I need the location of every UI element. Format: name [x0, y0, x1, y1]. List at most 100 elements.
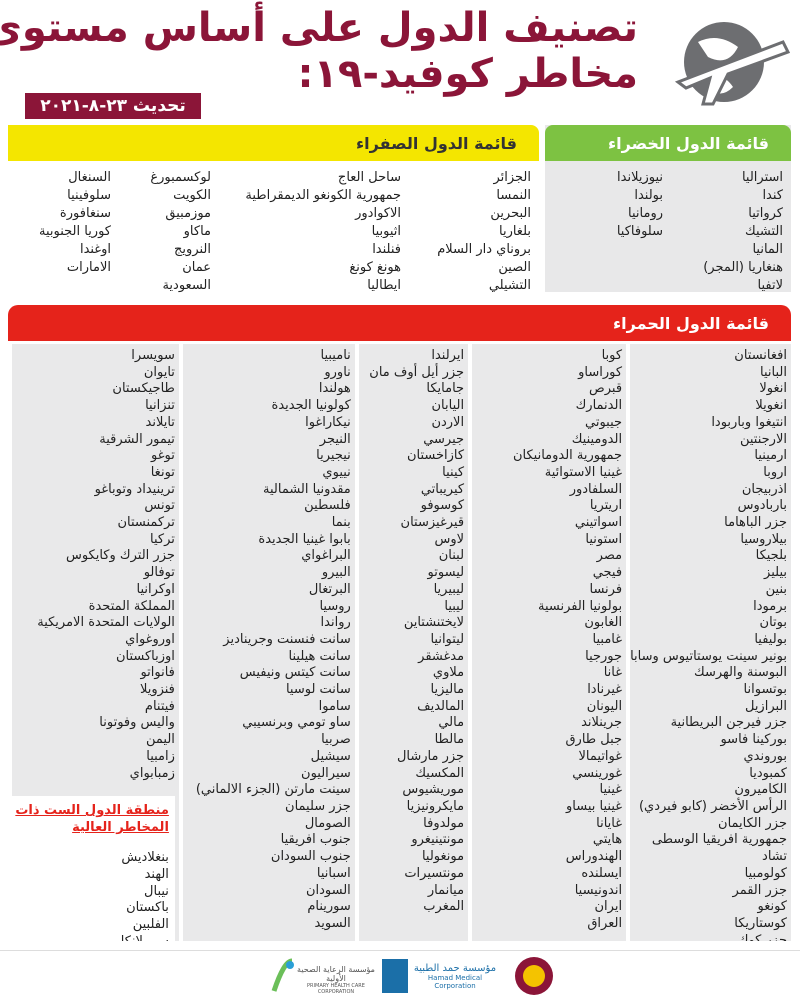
country: التشيك	[745, 224, 783, 239]
country: لبنان	[438, 548, 465, 564]
country: نيجيريا	[316, 448, 351, 464]
country: غينيا الاستوائية	[544, 464, 623, 480]
country: فيجي	[592, 565, 623, 581]
country: جيبوتي	[585, 414, 623, 430]
country: تونس	[144, 498, 175, 514]
country: ليتوانيا	[430, 631, 465, 647]
yellow-column: الجزائر النمسا البحرين بلغاريا بروناي دار ال…	[401, 169, 531, 295]
country: باكستان	[126, 900, 169, 916]
country: غينيا	[599, 782, 623, 798]
country: بونير سينت يوستاتيوس وسابا	[630, 648, 787, 664]
country: غامبيا	[592, 631, 623, 647]
country: اوكرانيا	[136, 581, 175, 597]
country: تايوان	[143, 364, 175, 380]
country: السعودية	[162, 278, 211, 293]
country: بنما	[331, 515, 351, 531]
green-column: استراليا كندا كرواتيا التشيك المانيا هنغاريا …	[663, 169, 783, 295]
country: كوستاريكا	[734, 915, 787, 931]
country: البراغواي	[301, 548, 351, 564]
country: جمهورية الكونغو الديمقراطية	[245, 188, 401, 203]
country: المملكة المتحدة	[88, 598, 175, 614]
phcc-logo	[271, 958, 294, 992]
country: جبل طارق	[565, 732, 623, 748]
country: غواتيمالا	[578, 748, 623, 764]
country: السويد	[314, 915, 351, 931]
country: اندونيسيا	[574, 882, 623, 898]
country: مالي	[438, 715, 465, 731]
country: الهند	[144, 866, 169, 882]
country: موزمبيق	[165, 206, 211, 221]
country: السودان	[305, 882, 351, 898]
country: كولونيا الجديدة	[271, 398, 351, 414]
yellow-column: السنغال سلوفينيا سنغافورة كوريا الجنوبية اوغ…	[11, 169, 111, 295]
country: نيبال	[144, 883, 169, 899]
country: سانت كيتس ونيفيس	[239, 665, 351, 681]
country: اروبا	[763, 464, 787, 480]
country: باربادوس	[737, 498, 787, 514]
country: بنغلاديش	[121, 850, 169, 866]
hmc-ar: مؤسسة حمد الطبية	[413, 963, 497, 974]
country: الفلبين	[132, 917, 169, 933]
hmc-en: Hamad Medical Corporation	[427, 974, 483, 990]
country: جزر كوك	[737, 932, 787, 941]
country: لاتفيا	[757, 278, 784, 293]
country: اذربيجان	[741, 481, 787, 497]
country: الرأس الأخضر (كابو فيردي)	[638, 798, 787, 814]
yellow-box: قائمة الدول الصفراء الجزائر النمسا البحرين…	[8, 125, 539, 300]
country: اثيوبيا	[371, 224, 401, 239]
country: الدومينيك	[571, 431, 623, 447]
country: ليبيا	[444, 598, 465, 614]
country: تونغا	[150, 464, 175, 480]
country: زامبيا	[146, 748, 175, 764]
country: المالديف	[417, 698, 465, 714]
country: رواندا	[320, 615, 351, 631]
country: الصين	[498, 260, 531, 275]
country: سلوفينيا	[67, 188, 111, 203]
phcc-ar: مؤسسة الرعاية الصحية الأولية	[297, 965, 375, 983]
country: توغو	[151, 448, 175, 464]
country: كينيا	[442, 464, 465, 480]
country: اسواتيني	[574, 515, 623, 531]
red-column: ايرلندا جزر أيل أوف مان جامايكا اليابان الار…	[358, 344, 469, 941]
country: جزر مارشال	[396, 748, 465, 764]
country: اليونان	[586, 698, 623, 714]
country: لوكسمبورغ	[150, 170, 211, 185]
country: ايطاليا	[367, 278, 401, 293]
country: زمبابواي	[129, 765, 175, 781]
country: هنغاريا (المجر)	[703, 260, 783, 275]
country: واليس وفوتونا	[99, 715, 175, 731]
country: بيلاروسيا	[740, 531, 787, 547]
country: فيتنام	[144, 698, 175, 714]
country: موريشيوس	[402, 782, 465, 798]
country: استراليا	[741, 170, 783, 185]
country: سانت فنسنت وجريناديز	[223, 631, 351, 647]
country: الغابون	[584, 615, 623, 631]
ministry-logo	[515, 957, 553, 995]
title-line-1: تصنيف الدول على أساس مستوى	[0, 5, 638, 51]
country: غينيا بيساو	[566, 798, 623, 814]
country: توفالو	[143, 565, 175, 581]
green-columns: استراليا كندا كرواتيا التشيك المانيا هنغاريا …	[545, 161, 791, 295]
country: اسبانيا	[316, 865, 351, 881]
hmc-name: مؤسسة حمد الطبية Hamad Medical Corporatio…	[410, 963, 500, 990]
country: نيوزيلاندا	[617, 170, 663, 185]
country: الهندوراس	[565, 849, 623, 865]
country: التشيلي	[488, 278, 531, 293]
title-line-2: مخاطر كوفيد-١٩:	[297, 51, 639, 97]
country: سينت مارتن (الجزء الالماني)	[195, 782, 351, 798]
country: تنزانيا	[145, 398, 175, 414]
red-title: قائمة الدول الحمراء	[8, 305, 791, 341]
country: مونغوليا	[421, 849, 465, 865]
country: هونغ كونغ	[349, 260, 401, 275]
country: البحرين	[490, 206, 531, 221]
country: ترينيداد وتوباغو	[94, 481, 175, 497]
country: فرنسا	[589, 581, 623, 597]
country: غانا	[603, 665, 623, 681]
country: جيرسي	[423, 431, 465, 447]
country: فنلندا	[372, 242, 401, 257]
country: البرازيل	[744, 698, 787, 714]
country: البيرو	[321, 565, 351, 581]
country: جزر فيرجن البريطانية	[670, 715, 787, 731]
yellow-column: لوكسمبورغ الكويت موزمبيق ماكاو النرويج عمان ال…	[111, 169, 211, 295]
country: سانت لوسيا	[285, 682, 351, 698]
